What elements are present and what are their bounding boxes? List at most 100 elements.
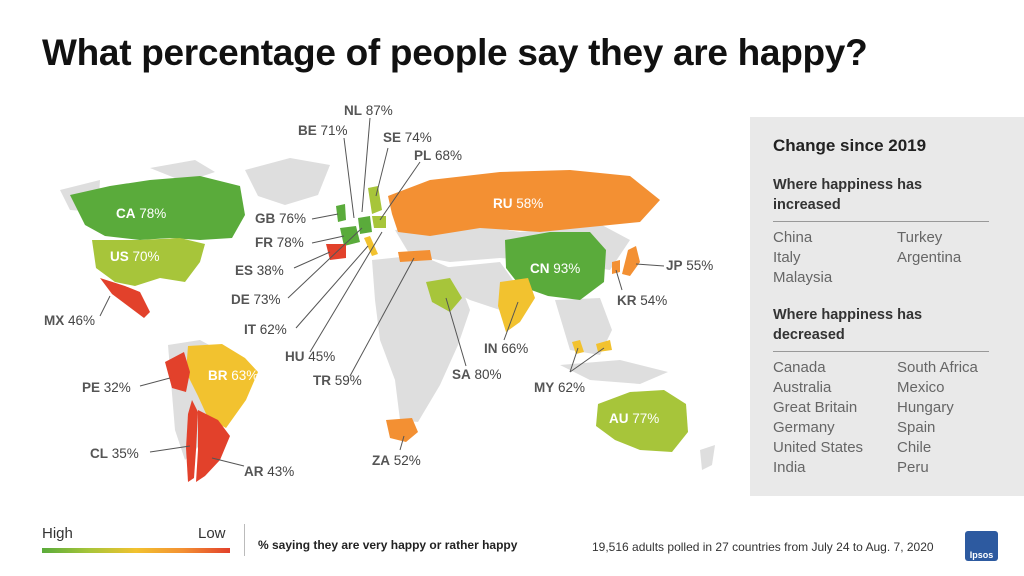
region-cl	[186, 400, 198, 482]
legend-high-label: High	[42, 525, 73, 542]
decreased-item: Great Britain	[773, 399, 858, 416]
region-us	[92, 238, 205, 286]
label-sa: SA 80%	[452, 367, 502, 382]
label-br: BR 63%	[208, 368, 259, 383]
label-au: AU 77%	[609, 411, 660, 426]
region-jp	[622, 246, 640, 276]
legend-divider	[244, 524, 245, 556]
decreased-divider	[773, 351, 989, 352]
label-za: ZA 52%	[372, 453, 421, 468]
region-tr	[398, 250, 432, 262]
decreased-item: Mexico	[897, 379, 945, 396]
region-it	[364, 236, 378, 256]
leader-sa	[445, 297, 467, 367]
label-cn: CN 93%	[530, 261, 581, 276]
leader-jp	[635, 263, 665, 267]
decreased-item: Chile	[897, 439, 932, 456]
label-ar: AR 43%	[244, 464, 295, 479]
legend-caption: % saying they are very happy or rather h…	[258, 538, 518, 552]
region-my	[572, 340, 612, 354]
label-tr: TR 59%	[313, 373, 362, 388]
label-pl: PL 68%	[414, 148, 463, 163]
region-za	[386, 418, 418, 442]
panel-heading: Change since 2019	[773, 136, 927, 155]
increased-list-1: China Italy Malaysia	[773, 228, 832, 288]
increased-item: Malaysia	[773, 269, 833, 286]
label-it: IT 62%	[244, 322, 287, 337]
label-de: DE 73%	[231, 292, 281, 307]
region-pl	[372, 216, 386, 228]
region-fr	[340, 226, 360, 246]
logo-text: Ipsos	[969, 550, 994, 560]
world-map	[60, 117, 715, 482]
label-hu: HU 45%	[285, 349, 336, 364]
increased-divider	[773, 221, 989, 222]
leader-cl	[149, 445, 191, 453]
decreased-item: United States	[773, 439, 864, 456]
leader-be	[343, 137, 355, 219]
decreased-item: Hungary	[897, 399, 954, 416]
region-ru	[388, 170, 660, 236]
legend-gradient-bar	[42, 548, 230, 553]
land-indonesia	[560, 360, 668, 384]
region-ca	[70, 176, 245, 240]
land-new-zealand	[700, 445, 715, 470]
change-panel: Change since 2019 Where happiness has in…	[750, 117, 1024, 496]
leader-de	[287, 227, 363, 299]
leader-it	[295, 245, 369, 329]
label-es: ES 38%	[235, 263, 284, 278]
leader-nl	[361, 117, 371, 213]
label-se: SE 74%	[383, 130, 432, 145]
leader-ar	[211, 457, 245, 467]
region-ar	[196, 410, 230, 482]
land-greenland	[245, 158, 330, 205]
label-my: MY 62%	[534, 380, 586, 395]
leader-se	[375, 147, 389, 197]
label-gb: GB 76%	[255, 211, 307, 226]
label-nl: NL 87%	[344, 103, 393, 118]
label-mx: MX 46%	[44, 313, 96, 328]
leader-in	[503, 301, 519, 341]
label-cl: CL 35%	[90, 446, 139, 461]
region-de	[358, 216, 372, 234]
legend-low-label: Low	[198, 525, 226, 542]
label-ca: CA 78%	[116, 206, 167, 221]
region-pe	[165, 352, 190, 392]
region-kr	[612, 260, 620, 274]
decreased-item: Germany	[773, 419, 835, 436]
decreased-item: Peru	[897, 459, 929, 476]
leader-fr	[311, 235, 345, 244]
footnote: 19,516 adults polled in 27 countries fro…	[592, 540, 934, 554]
region-se	[368, 186, 382, 214]
label-in: IN 66%	[484, 341, 529, 356]
leader-gb	[311, 213, 339, 220]
ipsos-logo: Ipsos	[965, 531, 998, 561]
increased-list-2: Turkey Argentina	[897, 228, 961, 268]
decreased-item: Canada	[773, 359, 826, 376]
region-br	[186, 344, 258, 428]
decreased-list-1: Canada Australia Great Britain Germany U…	[773, 358, 863, 478]
increased-item: China	[773, 229, 813, 246]
leader-my	[569, 347, 579, 373]
leader-tr	[349, 257, 415, 377]
leader-mx	[99, 295, 111, 317]
label-be: BE 71%	[298, 123, 348, 138]
decreased-item: Australia	[773, 379, 832, 396]
label-pe: PE 32%	[82, 380, 131, 395]
label-jp: JP 55%	[666, 258, 714, 273]
leader-kr	[615, 269, 623, 291]
land-africa	[372, 255, 470, 422]
increased-item: Italy	[773, 249, 801, 266]
leader-es	[293, 251, 331, 269]
increased-item: Turkey	[897, 229, 943, 246]
leader-my-2	[569, 347, 605, 373]
land-southeast-asia	[555, 298, 612, 355]
leader-hu	[309, 231, 383, 353]
leader-za	[399, 435, 405, 451]
decreased-item: India	[773, 459, 806, 476]
label-us: US 70%	[110, 249, 160, 264]
label-fr: FR 78%	[255, 235, 304, 250]
leader-pl	[379, 161, 421, 221]
region-cn	[505, 232, 606, 300]
decreased-heading: Where happiness has decreased	[773, 307, 923, 343]
